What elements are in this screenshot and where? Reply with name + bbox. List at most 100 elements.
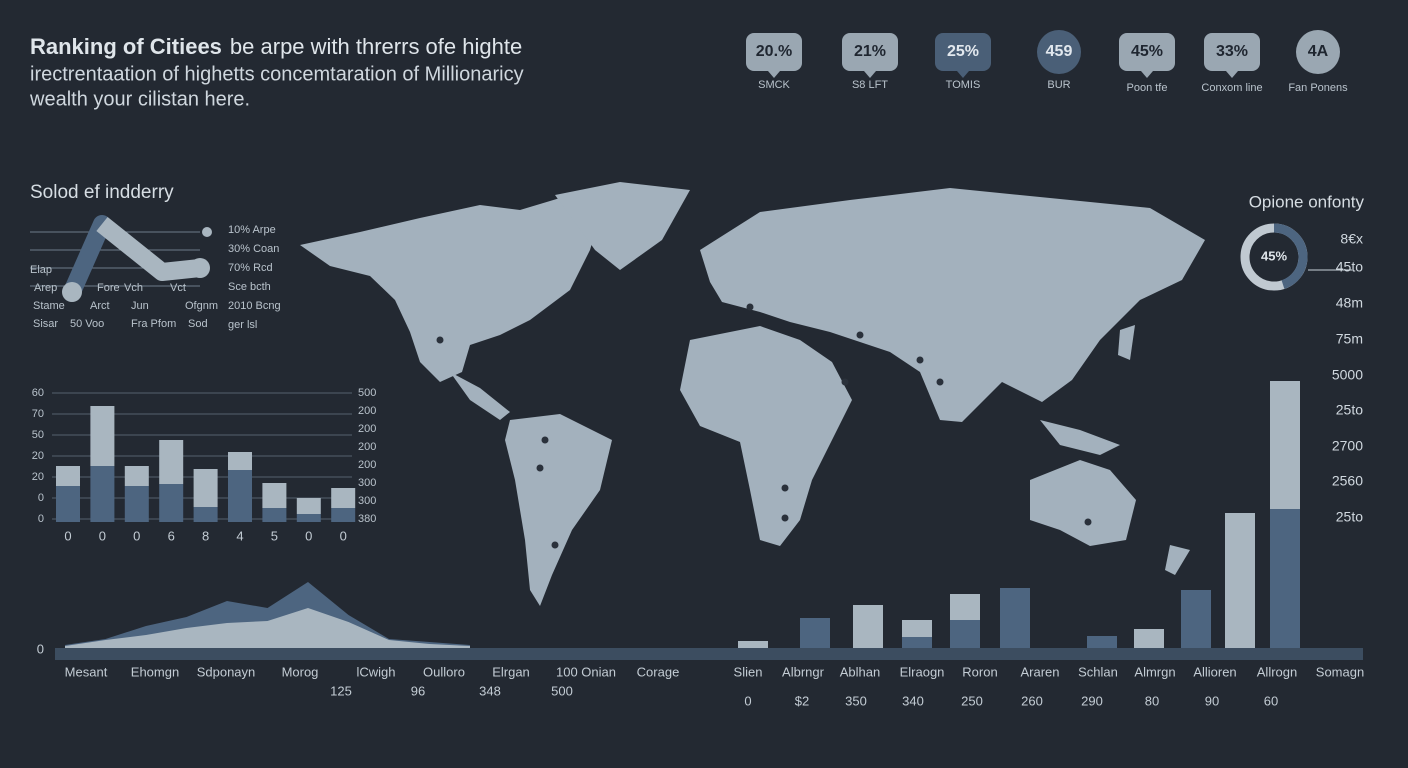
diagram-label: Fra Pfom xyxy=(131,318,176,330)
bar-segment xyxy=(124,486,149,522)
title: Ranking of Citiees be arpe with threrrs o… xyxy=(30,34,522,59)
bar-segment xyxy=(262,483,287,508)
y-tick-label: 70 xyxy=(32,408,44,420)
x-tick-label: Ehomgn xyxy=(131,664,179,679)
bar-segment xyxy=(90,406,115,466)
diagram-label: Ofgnm xyxy=(185,300,218,312)
kpi-value: 33% xyxy=(1216,43,1248,60)
x-tick-label: Sdponayn xyxy=(197,664,256,679)
y-tick-label: 20 xyxy=(32,450,44,462)
bar-segment xyxy=(159,484,184,522)
y2-tick-label: 300 xyxy=(358,495,376,507)
x-tick-label: 6 xyxy=(168,528,175,543)
kpi-value: 4A xyxy=(1308,43,1329,60)
x-tick-label: Morog xyxy=(282,664,319,679)
section-title: Solod ef indderry xyxy=(30,182,174,203)
x-tick-label: 0 xyxy=(133,528,140,543)
x-tick-label: 5 xyxy=(271,528,278,543)
diagram-label: Sod xyxy=(188,318,208,330)
y-tick-label: 48m xyxy=(1336,295,1363,311)
x-tick-label: Ablhan xyxy=(840,664,880,679)
bar-segment xyxy=(296,514,321,522)
x-number: 0 xyxy=(744,693,751,708)
kpi-value: 459 xyxy=(1046,43,1073,60)
kpi-bubble xyxy=(1204,33,1260,71)
kpi-pointer xyxy=(768,71,780,78)
y-tick-label: 8€x xyxy=(1340,231,1363,247)
x-tick-label: Mesant xyxy=(65,664,108,679)
kpi-label: Conxom line xyxy=(1201,82,1262,94)
map-pins xyxy=(436,303,1092,549)
bar-segment xyxy=(124,466,149,486)
x-number: 340 xyxy=(902,693,924,708)
y-tick-label: 2560 xyxy=(1332,473,1363,489)
x-tick-label: Elraogn xyxy=(900,664,945,679)
bar-segment xyxy=(331,508,356,522)
x-tick-label: 100 Onian xyxy=(556,664,616,679)
kpi-pointer xyxy=(957,71,969,78)
kpi-value: 25% xyxy=(947,43,979,60)
y-tick-label: 20 xyxy=(32,471,44,483)
subtitle-line: wealth your cilistan here. xyxy=(29,88,250,110)
x-tick-label: 0 xyxy=(64,528,71,543)
bar-segment xyxy=(1270,509,1300,648)
y-tick-label: 5000 xyxy=(1332,367,1363,383)
kpi-label: TOMIS xyxy=(946,79,981,91)
x-number: 80 xyxy=(1145,693,1159,708)
bar-segment xyxy=(56,466,80,486)
left-diagram xyxy=(30,215,212,302)
x-tick-label: 0 xyxy=(305,528,312,543)
bar-segment xyxy=(902,637,932,648)
zero-label: 0 xyxy=(37,641,44,656)
x-number: 260 xyxy=(1021,693,1043,708)
x-tick-label: Corage xyxy=(637,664,680,679)
bar-segment xyxy=(331,488,356,508)
y2-tick-label: 200 xyxy=(358,441,376,453)
y-tick-label: 25to xyxy=(1336,509,1363,525)
y-tick-label: 2700 xyxy=(1332,438,1363,454)
diagram-label: 10% Arpe xyxy=(228,224,276,236)
diagram-label: Arep xyxy=(34,282,57,294)
y-tick-label: 50 xyxy=(32,429,44,441)
kpi-pointer xyxy=(1141,71,1153,78)
bar-segment xyxy=(296,498,321,514)
kpi-pointer xyxy=(1226,71,1238,78)
kpi-label: BUR xyxy=(1047,79,1070,91)
kpi-bubble xyxy=(842,33,898,71)
bar-segment xyxy=(1134,629,1164,648)
diagram-label: Vch xyxy=(124,282,143,294)
diagram-label: Jun xyxy=(131,300,149,312)
y-tick-label: 45to xyxy=(1336,259,1363,275)
bar-segment xyxy=(1181,590,1211,648)
kpi-pointer xyxy=(864,71,876,78)
area xyxy=(65,608,470,648)
y2-tick-label: 200 xyxy=(358,459,376,471)
x-tick-label: lCwigh xyxy=(356,664,395,679)
x-number: 500 xyxy=(551,683,573,698)
x-number: 90 xyxy=(1205,693,1219,708)
diagram-label: Elap xyxy=(30,264,52,276)
diagram-label: Sce bcth xyxy=(228,281,271,293)
kpi-label: SMCK xyxy=(758,79,790,91)
x-tick-label: 4 xyxy=(236,528,243,543)
kpi-bubble xyxy=(1037,30,1081,74)
y2-tick-label: 200 xyxy=(358,405,376,417)
x-number: $2 xyxy=(795,693,809,708)
x-number: 348 xyxy=(479,683,501,698)
y-tick-label: 25to xyxy=(1336,402,1363,418)
x-number: 250 xyxy=(961,693,983,708)
kpi-label: Fan Ponens xyxy=(1288,82,1348,94)
y-tick-label: 0 xyxy=(38,513,44,525)
y-tick-label: 75m xyxy=(1336,331,1363,347)
kpi-bubble xyxy=(1119,33,1175,71)
bar-segment xyxy=(902,620,932,637)
kpi-value: 20.% xyxy=(756,43,792,60)
kpi-bubble xyxy=(1296,30,1340,74)
kpi-value: 45% xyxy=(1131,43,1163,60)
donut-title: Opione onfonty xyxy=(1249,192,1365,211)
x-tick-label: 0 xyxy=(99,528,106,543)
bar-segment xyxy=(853,605,883,648)
kpi-bubble xyxy=(935,33,991,71)
bar-segment xyxy=(228,470,252,522)
bar-segment xyxy=(228,452,252,470)
